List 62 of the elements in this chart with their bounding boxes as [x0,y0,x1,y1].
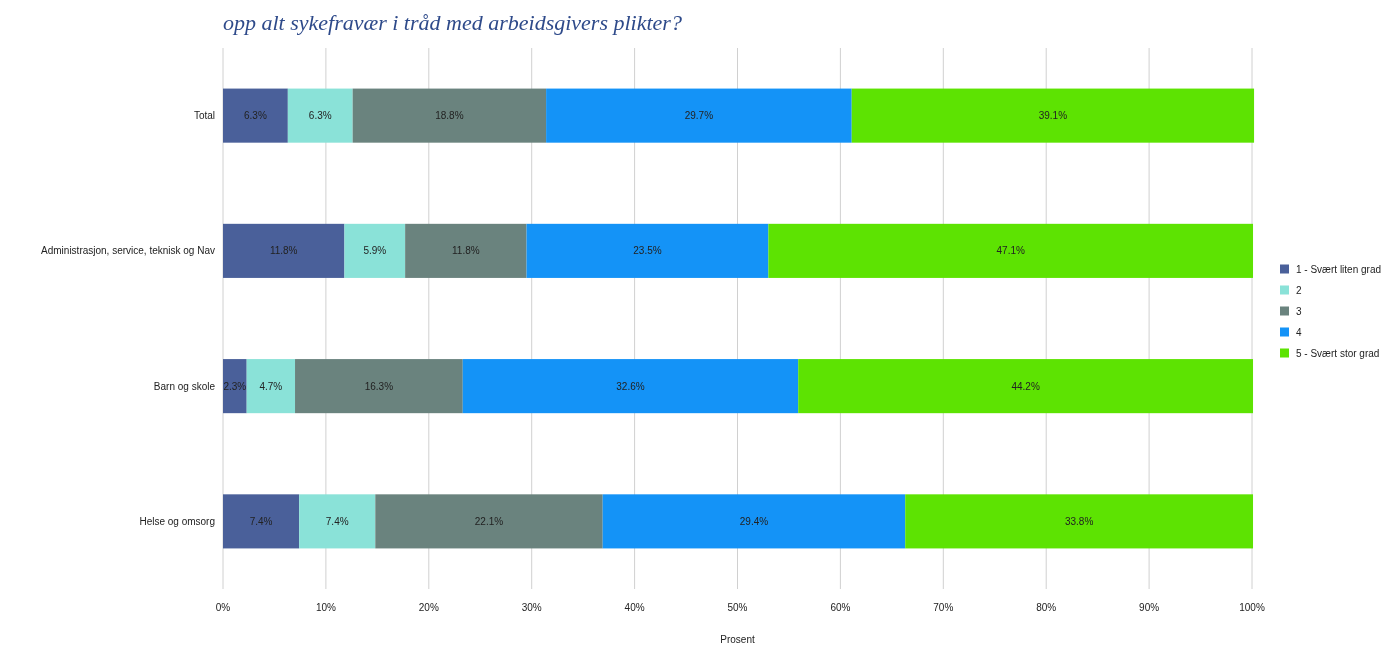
bar [287,88,353,143]
x-tick-label: 0% [215,602,231,613]
bar [526,223,769,278]
legend-label: 2 [1296,285,1302,296]
y-tick-label: Barn og skole [153,380,216,392]
bar [299,494,376,549]
bar [246,359,296,414]
bar [905,494,1254,549]
x-tick-label: 70% [933,602,954,613]
data-label: 39.1% [1038,110,1068,122]
bar [462,359,799,414]
bar [223,359,247,414]
data-label: 6.3% [244,110,267,122]
data-label: 29.4% [739,515,769,527]
data-label: 33.8% [1064,515,1094,527]
x-tick-label: 60% [830,602,851,613]
data-label: 16.3% [364,380,394,392]
data-label: 7.4% [249,515,273,527]
legend-label: 5 - Svært stor grad [1296,348,1380,359]
data-label: 6.3% [308,110,332,122]
bar [223,88,288,143]
x-tick-label: 10% [315,602,337,613]
data-label: 18.8% [435,110,464,122]
bar [375,494,603,549]
bar [223,223,345,278]
data-label: 23.5% [633,245,662,257]
chart-title: opp alt sykefravær i tråd med arbeidsgivers plikter? [223,10,682,35]
legend-label: 4 [1296,327,1302,338]
data-label: 29.7% [684,110,714,122]
data-label: 44.2% [1011,380,1040,392]
x-tick-label: 30% [521,602,542,613]
data-label: 7.4% [325,515,349,527]
y-tick-label: Total [193,110,215,122]
data-label: 47.1% [996,245,1025,257]
legend-label: 3 [1296,306,1302,317]
legend-label: 1 - Svært liten grad [1296,264,1382,275]
x-tick-label: 50% [727,602,748,613]
data-label: 2.3% [223,380,247,392]
x-tick-label: 80% [1036,602,1057,613]
data-label: 32.6% [616,380,645,392]
bar [352,88,547,143]
bar [405,223,527,278]
bar [768,223,1254,278]
bar [223,494,300,549]
bar [295,359,463,414]
data-label: 4.7% [259,380,283,392]
bar [602,494,906,549]
data-label: 11.8% [269,245,298,257]
x-axis-title: Prosent [720,634,755,645]
bar [344,223,406,278]
data-label: 22.1% [474,515,504,527]
x-tick-label: 40% [624,602,645,613]
data-label: 5.9% [363,245,387,257]
data-label: 11.8% [452,245,480,257]
y-tick-label: Helse og omsorg [139,515,215,527]
bar [546,88,852,143]
bar [798,359,1254,414]
y-tick-label: Administrasjon, service, teknisk og Nav [41,245,215,257]
x-tick-label: 90% [1139,602,1160,613]
x-tick-label: 100% [1239,602,1265,613]
bar [851,88,1255,143]
x-tick-label: 20% [418,602,439,613]
